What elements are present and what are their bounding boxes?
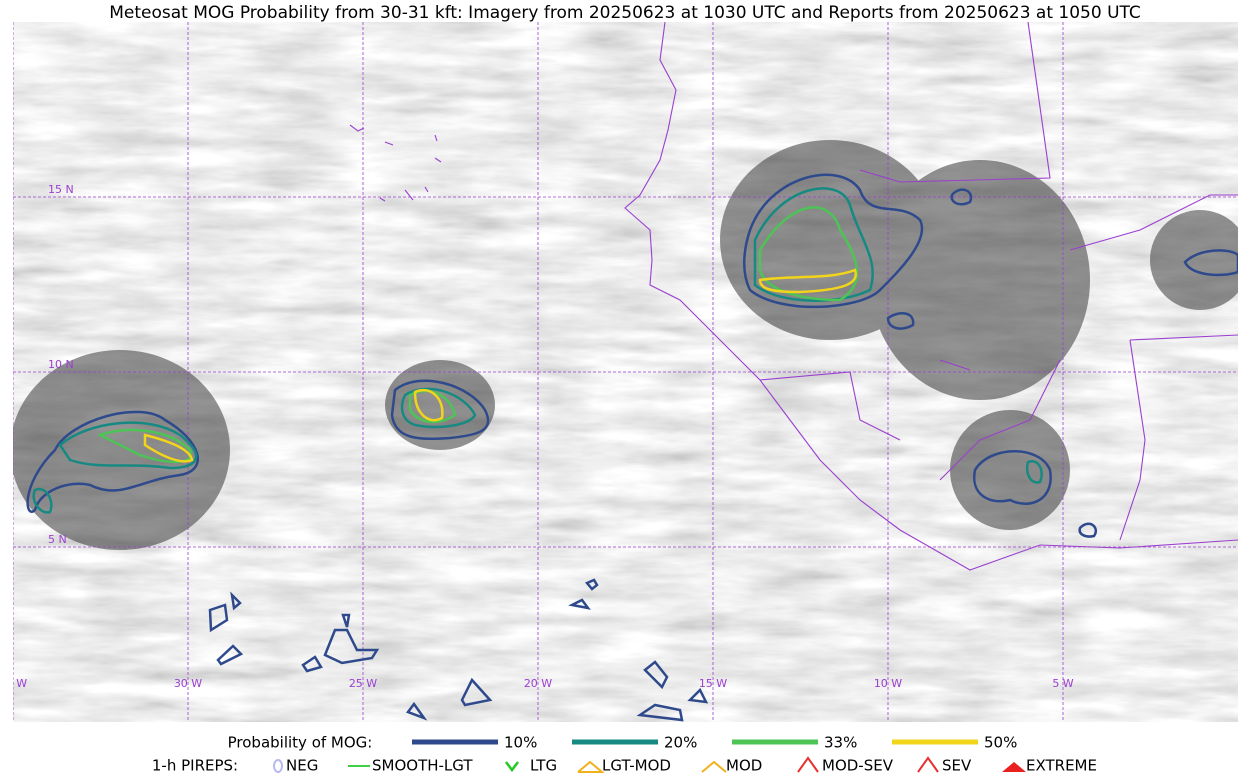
pirep-symbol [505, 761, 519, 773]
lat-label: 15 N [48, 183, 74, 196]
title: Meteosat MOG Probability from 30-31 kft:… [109, 3, 1141, 23]
lon-label: 10 W [874, 677, 902, 690]
lon-label: 15 W [699, 677, 727, 690]
legend-item: 20% [664, 734, 697, 752]
legend: Probability of MOG: 10% 20% 33% 50% 1-h PIREP… [152, 734, 1097, 775]
legend-item: NEG [286, 757, 318, 775]
pirep-symbol [273, 759, 283, 773]
pirep-symbol [701, 760, 727, 773]
lon-label: 35 W [0, 677, 27, 690]
map: 15 N 10 N 5 N 35 W 30 W 25 W 20 W 15 W 10 W 5 W [0, 22, 1238, 722]
pirep-symbol [797, 756, 819, 773]
legend-item: 50% [984, 734, 1017, 752]
legend-item: 10% [504, 734, 537, 752]
legend-label: Probability of MOG: [228, 734, 373, 752]
legend-item: SMOOTH-LGT [372, 757, 473, 775]
lat-label: 5 N [48, 533, 67, 546]
legend-label: 1-h PIREPS: [152, 757, 238, 775]
lat-label: 10 N [48, 358, 74, 371]
legend-item: EXTREME [1026, 757, 1097, 775]
legend-item: LTG [530, 757, 557, 775]
pirep-symbol [1002, 762, 1026, 772]
lon-label: 25 W [349, 677, 377, 690]
pirep-symbol [577, 760, 605, 773]
coastlines [349, 22, 1238, 571]
lon-label: 5 W [1052, 677, 1073, 690]
graticule: 15 N 10 N 5 N 35 W 30 W 25 W 20 W 15 W 10 W 5 W [0, 22, 1238, 722]
legend-item: MOD-SEV [822, 757, 894, 775]
legend-item: LGT-MOD [602, 757, 671, 775]
lon-label: 30 W [174, 677, 202, 690]
legend-item: MOD [726, 757, 762, 775]
legend-item: 33% [824, 734, 857, 752]
lon-label: 20 W [524, 677, 552, 690]
probability-contours [26, 173, 1238, 722]
pirep-symbol [917, 756, 939, 773]
legend-item: SEV [942, 757, 972, 775]
